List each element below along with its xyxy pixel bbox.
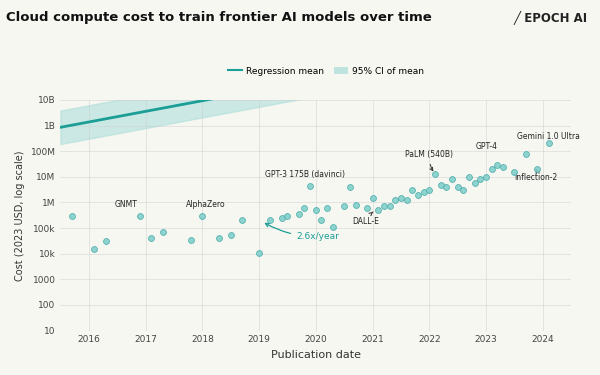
Point — [294, 211, 304, 217]
Point — [322, 205, 332, 211]
Point — [158, 229, 167, 235]
Point — [146, 235, 156, 241]
Text: GNMT: GNMT — [115, 200, 137, 209]
Point — [413, 192, 423, 198]
Point — [453, 184, 463, 190]
Point — [340, 203, 349, 209]
Point — [237, 217, 247, 223]
Text: 2.6x/year: 2.6x/year — [265, 224, 339, 241]
Point — [464, 174, 474, 180]
Point — [311, 207, 320, 213]
Point — [402, 197, 412, 203]
Point — [345, 184, 355, 190]
Point — [317, 217, 326, 223]
Point — [521, 151, 530, 157]
Text: ╱ EPOCH AI: ╱ EPOCH AI — [514, 11, 588, 25]
Point — [373, 207, 383, 213]
Point — [509, 170, 519, 176]
Point — [254, 250, 264, 256]
Point — [391, 197, 400, 203]
Text: GPT-3 175B (davinci): GPT-3 175B (davinci) — [265, 170, 345, 178]
Text: Inflection-2: Inflection-2 — [514, 170, 558, 182]
Point — [101, 238, 110, 244]
Point — [487, 166, 497, 172]
Y-axis label: Cost (2023 USD, log scale): Cost (2023 USD, log scale) — [15, 150, 25, 280]
Point — [430, 171, 440, 177]
Point — [67, 213, 77, 219]
Point — [283, 213, 292, 219]
Point — [396, 195, 406, 201]
Text: AlphaZero: AlphaZero — [187, 200, 226, 209]
Point — [186, 237, 196, 243]
Text: Cloud compute cost to train frontier AI models over time: Cloud compute cost to train frontier AI … — [6, 11, 432, 24]
Point — [135, 213, 145, 219]
Point — [277, 215, 287, 221]
Point — [458, 187, 468, 193]
Point — [215, 235, 224, 241]
Text: Gemini 1.0 Ultra: Gemini 1.0 Ultra — [517, 132, 580, 141]
Point — [385, 203, 394, 209]
Point — [499, 164, 508, 170]
Text: GPT-4: GPT-4 — [476, 142, 498, 151]
Point — [197, 213, 207, 219]
Point — [425, 187, 434, 193]
Point — [419, 189, 428, 195]
Point — [368, 195, 377, 201]
Point — [442, 184, 451, 190]
Point — [266, 217, 275, 223]
Point — [328, 224, 338, 230]
Point — [476, 176, 485, 182]
Point — [532, 166, 542, 172]
Point — [351, 202, 361, 208]
Point — [305, 183, 315, 189]
Point — [436, 182, 445, 188]
Legend: Regression mean, 95% CI of mean: Regression mean, 95% CI of mean — [225, 63, 427, 79]
Point — [299, 205, 309, 211]
Point — [379, 203, 389, 209]
Text: PaLM (540B): PaLM (540B) — [406, 150, 454, 171]
Point — [407, 187, 417, 193]
Point — [226, 232, 235, 238]
Point — [362, 205, 371, 211]
Point — [493, 162, 502, 168]
X-axis label: Publication date: Publication date — [271, 350, 361, 360]
Point — [470, 180, 479, 186]
Text: DALL-E: DALL-E — [353, 212, 380, 226]
Point — [544, 141, 553, 147]
Point — [89, 246, 99, 252]
Point — [447, 176, 457, 182]
Point — [481, 174, 491, 180]
